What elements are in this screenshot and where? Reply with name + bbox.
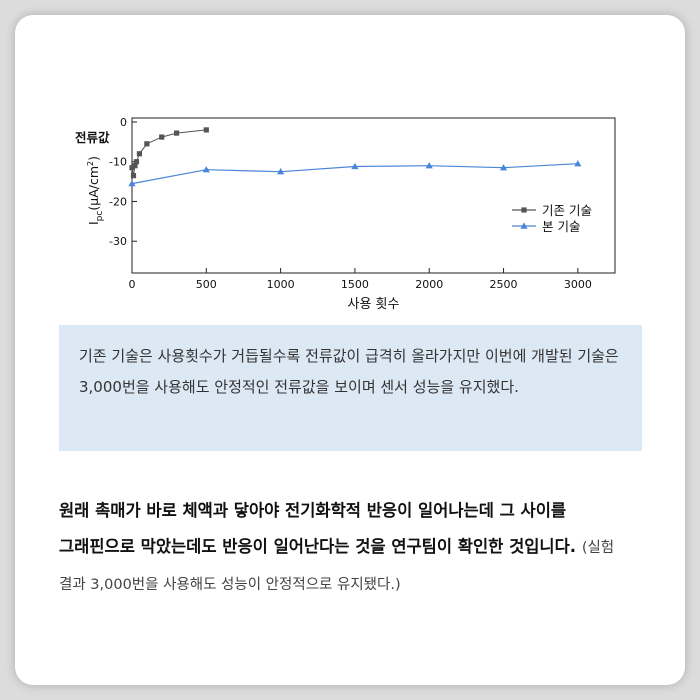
body-note-text: (실험 결과 3,000번을 사용해도 성능이 안정적으로 유지됐다.)	[59, 540, 615, 593]
series-2-point	[574, 160, 582, 167]
series-1-point	[144, 141, 150, 147]
series-1-point	[132, 163, 138, 169]
series-2-point	[277, 168, 285, 175]
y-tick-label: -10	[109, 156, 127, 169]
x-axis-label: 사용 횟수	[348, 297, 400, 312]
y-tick-label: -20	[109, 195, 127, 208]
y-axis-label: Ipc(μA/cm2)	[86, 156, 105, 225]
plot-frame	[131, 117, 616, 274]
series-1-point	[130, 173, 137, 179]
series-2-point	[202, 166, 210, 173]
caption-text: 기존 기술은 사용횟수가 거듭될수록 전류값이 급격히 올라가지만 이번에 개발…	[79, 347, 619, 396]
series-line-1	[131, 129, 207, 176]
y-axis-label-close: )	[86, 156, 101, 161]
x-tick-label: 3000	[564, 278, 592, 291]
x-tick-label: 500	[196, 278, 217, 291]
legend-marker-1	[521, 207, 527, 213]
series-2-point	[128, 179, 136, 187]
x-tick-label: 1000	[267, 278, 295, 291]
y-axis-label-sub: pc	[95, 211, 105, 222]
legend-marker-2	[520, 222, 528, 229]
body-paragraph: 원래 촉매가 바로 체액과 닿아야 전기화학적 반응이 일어나는데 그 사이를 …	[59, 493, 643, 603]
y-tick-label: 0	[120, 116, 127, 129]
x-tick-label: 0	[129, 278, 136, 291]
y-axis-label-unit: (μA/cm	[86, 166, 101, 211]
series-1-point	[159, 134, 165, 140]
article-card: 0 500 1000 1500 2000 2500 3000 0 -10 -20 -30 사용 횟수 전…	[15, 15, 685, 685]
series-2-point	[425, 162, 433, 169]
chart-caption: 기존 기술은 사용횟수가 거듭될수록 전류값이 급격히 올라가지만 이번에 개발…	[59, 325, 642, 451]
chart: 0 500 1000 1500 2000 2500 3000 0 -10 -20 -30 사용 횟수 전…	[75, 116, 616, 312]
series-1-point	[133, 159, 140, 165]
y-tick-label: -30	[109, 235, 127, 248]
series-1-point	[173, 130, 180, 136]
x-tick-label: 2000	[415, 278, 443, 291]
series-1-point	[129, 165, 135, 171]
y-axis-label-sup: 2	[86, 161, 95, 166]
series-1-point	[136, 151, 143, 157]
body-main-text: 원래 촉매가 바로 체액과 닿아야 전기화학적 반응이 일어나는데 그 사이를 …	[59, 501, 577, 556]
y-axis-top-label: 전류값	[75, 130, 110, 145]
y-axis-label-main: I	[86, 221, 101, 225]
legend-label-1: 기존 기술	[542, 203, 592, 218]
series-1-point	[203, 127, 209, 133]
x-tick-label: 2500	[490, 278, 518, 291]
series-2-point	[499, 164, 508, 171]
series-2-point	[351, 162, 359, 170]
legend-label-2: 본 기술	[542, 219, 580, 234]
x-tick-label: 1500	[341, 278, 369, 291]
